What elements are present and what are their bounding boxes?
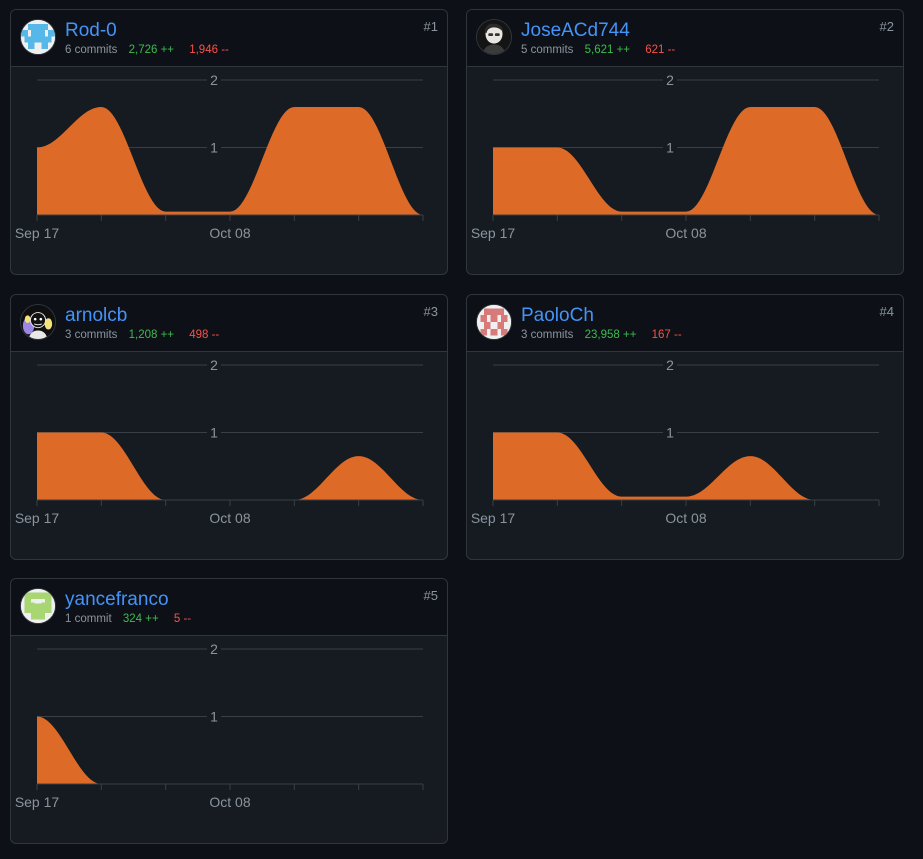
area-chart-svg: 1 2 Sep 17 Oct 08 [15,357,424,526]
contributor-rank: #3 [423,304,438,319]
y-tick-label-bg [207,73,221,87]
contributor-stats: 3 commits 1,208 ++ 498 -- [65,329,219,341]
card-header: arnolcb 3 commits 1,208 ++ 498 -- #3 [11,295,447,352]
commit-count[interactable]: 3 commits [65,329,118,341]
contribution-chart: 1 2 Sep 17 Oct 08 [11,636,447,843]
contributor-stats: 6 commits 2,726 ++ 1,946 -- [65,44,229,56]
commit-count[interactable]: 1 commit [65,613,112,625]
y-tick-label-bg [207,358,221,372]
card-header: Rod-0 6 commits 2,726 ++ 1,946 -- #1 [11,10,447,67]
commit-count[interactable]: 5 commits [521,44,574,56]
additions-count: 324 ++ [122,613,159,625]
card-header: PaoloCh 3 commits 23,958 ++ 167 -- #4 [467,295,903,352]
y-tick-label-bg [207,642,221,656]
contributor-username[interactable]: Rod-0 [65,20,117,41]
y-tick-label-bg [207,709,221,724]
area-chart-svg: 1 2 Sep 17 Oct 08 [15,641,424,810]
card-header: JoseACd744 5 commits 5,621 ++ 621 -- #2 [467,10,903,67]
contribution-chart: 1 2 Sep 17 Oct 08 [467,352,903,559]
y-tick-label-bg [663,425,677,440]
y-tick-label: 1 [210,425,218,441]
x-tick-label: Oct 08 [209,510,250,526]
x-tick-label: Sep 17 [15,794,60,810]
pixel-identicon-green-icon[interactable] [20,588,56,624]
y-tick-label: 2 [210,72,218,88]
contributor-rank: #4 [879,304,894,319]
contribution-area [37,432,423,500]
y-tick-label: 1 [666,425,674,441]
contributor-username[interactable]: yancefranco [65,589,169,610]
y-tick-label-bg [207,425,221,440]
contributor-username[interactable]: JoseACd744 [521,20,630,41]
y-tick-label-bg [663,73,677,87]
area-chart-svg: 1 2 Sep 17 Oct 08 [471,72,880,241]
x-tick-label: Sep 17 [471,510,516,526]
deletions-count: 5 -- [173,613,192,625]
contribution-area [37,107,423,215]
contribution-area [493,107,879,215]
y-tick-label: 2 [666,72,674,88]
x-tick-label: Sep 17 [15,510,60,526]
y-tick-label: 2 [210,357,218,373]
x-tick-label: Sep 17 [471,225,516,241]
deletions-count: 167 -- [651,329,682,341]
additions-count: 23,958 ++ [584,329,637,341]
y-tick-label-bg [207,140,221,155]
commit-count[interactable]: 6 commits [65,44,118,56]
deletions-count: 1,946 -- [189,44,229,56]
contributor-card: PaoloCh 3 commits 23,958 ++ 167 -- #4 1 2… [466,294,904,560]
area-chart-svg: 1 2 Sep 17 Oct 08 [15,72,424,241]
y-tick-label-bg [663,358,677,372]
x-tick-label: Sep 17 [15,225,60,241]
y-tick-label: 2 [210,641,218,657]
contributor-rank: #5 [423,588,438,603]
contributor-stats: 3 commits 23,958 ++ 167 -- [521,329,682,341]
contributor-stats: 5 commits 5,621 ++ 621 -- [521,44,675,56]
deletions-count: 621 -- [645,44,676,56]
contributor-rank: #2 [879,19,894,34]
contribution-area [37,716,423,784]
x-tick-label: Oct 08 [665,225,706,241]
profile-photo-icon[interactable] [476,19,512,55]
contributor-username[interactable]: arnolcb [65,305,128,326]
additions-count: 5,621 ++ [584,44,631,56]
cartoon-avatar-icon[interactable] [20,304,56,340]
contribution-area [493,432,879,500]
pixel-identicon-red-icon[interactable] [476,304,512,340]
x-tick-label: Oct 08 [209,794,250,810]
y-tick-label: 2 [666,357,674,373]
y-tick-label: 1 [210,140,218,156]
deletions-count: 498 -- [189,329,220,341]
x-tick-label: Oct 08 [209,225,250,241]
pixel-identicon-blue-icon[interactable] [20,19,56,55]
commit-count[interactable]: 3 commits [521,329,574,341]
contribution-chart: 1 2 Sep 17 Oct 08 [467,67,903,274]
contribution-chart: 1 2 Sep 17 Oct 08 [11,352,447,559]
y-tick-label-bg [663,140,677,155]
contributor-stats: 1 commit 324 ++ 5 -- [65,613,191,625]
contribution-chart: 1 2 Sep 17 Oct 08 [11,67,447,274]
additions-count: 1,208 ++ [128,329,175,341]
y-tick-label: 1 [210,709,218,725]
contributor-rank: #1 [423,19,438,34]
additions-count: 2,726 ++ [128,44,175,56]
contributor-card: yancefranco 1 commit 324 ++ 5 -- #5 1 2 Se… [10,578,448,844]
area-chart-svg: 1 2 Sep 17 Oct 08 [471,357,880,526]
contributor-card: JoseACd744 5 commits 5,621 ++ 621 -- #2 … [466,9,904,275]
contributor-card: arnolcb 3 commits 1,208 ++ 498 -- #3 1 2 S… [10,294,448,560]
x-tick-label: Oct 08 [665,510,706,526]
contributor-card: Rod-0 6 commits 2,726 ++ 1,946 -- #1 1 2 S… [10,9,448,275]
contributor-username[interactable]: PaoloCh [521,305,594,326]
card-header: yancefranco 1 commit 324 ++ 5 -- #5 [11,579,447,636]
y-tick-label: 1 [666,140,674,156]
